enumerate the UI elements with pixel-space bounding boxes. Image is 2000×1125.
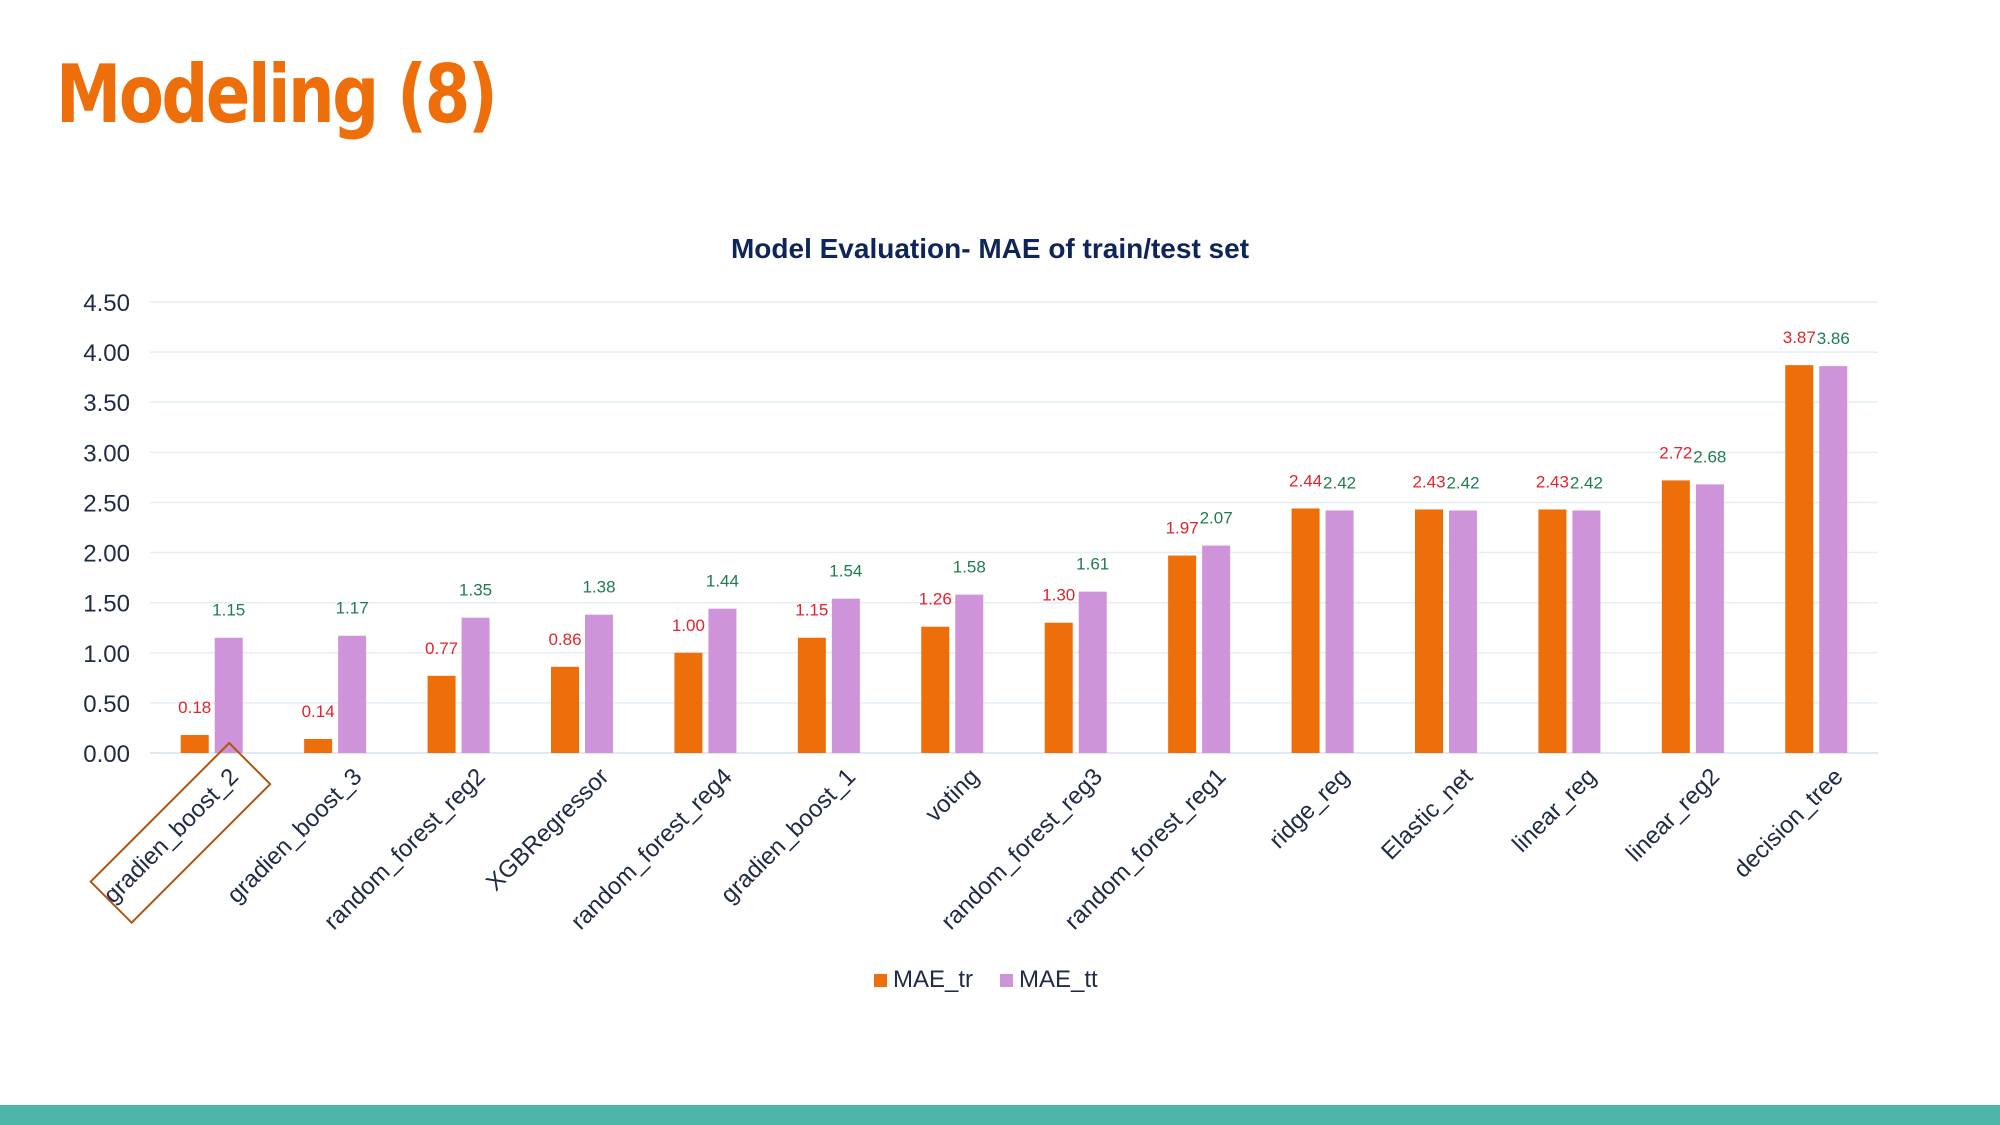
- bar-mae-tr: [551, 666, 579, 753]
- x-axis: gradien_boost_2gradien_boost_3random_for…: [98, 763, 1848, 935]
- y-tick-label: 0.00: [83, 741, 130, 768]
- bar-mae-tr: [1661, 480, 1690, 753]
- data-labels: 0.18 1.15 0.14 1.17 0.77 1.35 0.86 1.38 1.00 1.44…: [178, 328, 1850, 721]
- data-label: 0.77: [425, 639, 458, 658]
- bar-mae-tr: [427, 675, 456, 753]
- bar-mae-tt: [1819, 366, 1848, 753]
- bar-mae-tt: [831, 598, 860, 753]
- data-label: 2.43: [1536, 472, 1569, 491]
- bar-mae-tt: [585, 614, 613, 753]
- bar-mae-tt: [1695, 484, 1724, 753]
- bar-mae-tt: [1572, 510, 1601, 753]
- gridlines: [150, 301, 1878, 754]
- data-label: 1.15: [795, 601, 828, 620]
- bar-mae-tr: [674, 652, 703, 753]
- legend-swatch-mae-tr: [874, 974, 887, 987]
- bar-mae-tr: [180, 734, 209, 753]
- bar-mae-tt: [338, 635, 367, 753]
- data-label: 2.42: [1570, 473, 1603, 492]
- bar-mae-tt: [1078, 591, 1107, 753]
- y-tick-label: 0.50: [83, 691, 130, 718]
- bar-mae-tr: [1785, 365, 1814, 753]
- data-label: 1.58: [953, 558, 986, 577]
- data-label: 1.61: [1076, 555, 1109, 574]
- data-label: 0.18: [178, 698, 211, 717]
- chart-title: Model Evaluation- MAE of train/test set: [731, 233, 1249, 264]
- data-label: 2.07: [1200, 509, 1233, 528]
- bar-mae-tr: [1291, 508, 1320, 753]
- legend-label: MAE_tr: [893, 966, 973, 993]
- bars: [180, 365, 1848, 753]
- y-tick-label: 1.00: [83, 641, 130, 668]
- data-label: 1.54: [829, 562, 862, 581]
- bar-mae-tt: [214, 637, 243, 753]
- bar-mae-tt: [708, 608, 737, 753]
- x-tick-label: voting: [920, 763, 984, 827]
- data-label: 3.86: [1817, 329, 1850, 348]
- y-tick-label: 4.00: [83, 340, 130, 367]
- x-tick-label: Elastic_net: [1376, 763, 1478, 865]
- x-tick-label: gradien_boost_2: [98, 763, 244, 909]
- data-label: 1.44: [706, 572, 739, 591]
- data-label: 1.00: [672, 616, 705, 635]
- bar-mae-tt: [461, 617, 490, 753]
- data-label: 1.17: [336, 599, 369, 618]
- highlight-box: [89, 741, 272, 925]
- y-tick-label: 1.50: [83, 591, 130, 618]
- bar-mae-tr: [1044, 622, 1073, 753]
- bar-mae-tr: [1538, 509, 1567, 753]
- highlight: [89, 741, 272, 925]
- bar-mae-tt: [1449, 510, 1477, 753]
- legend-label: MAE_tt: [1019, 966, 1098, 993]
- bar-mae-tr: [1168, 555, 1197, 753]
- data-label: 1.97: [1166, 519, 1199, 538]
- bar-mae-tt: [1202, 545, 1231, 753]
- x-tick-label: decision_tree: [1728, 763, 1848, 883]
- data-label: 1.38: [582, 578, 615, 597]
- x-tick-label: XGBRegressor: [481, 763, 614, 896]
- x-tick-label: ridge_reg: [1264, 763, 1355, 854]
- y-tick-label: 2.50: [83, 490, 130, 517]
- y-tick-label: 2.00: [83, 541, 130, 568]
- legend: MAE_tr MAE_tt: [874, 966, 1098, 993]
- data-label: 2.42: [1446, 473, 1479, 492]
- data-label: 3.87: [1783, 328, 1816, 347]
- data-label: 1.15: [212, 601, 245, 620]
- bar-mae-tr: [921, 626, 950, 753]
- data-label: 0.14: [302, 702, 335, 721]
- x-tick-label: gradien_boost_1: [716, 763, 862, 909]
- bar-mae-tr: [304, 738, 333, 753]
- bar-mae-tr: [1415, 509, 1443, 753]
- slide-title: Modeling (8): [56, 48, 498, 141]
- x-tick-label: gradien_boost_3: [222, 763, 368, 909]
- bar-mae-tr: [797, 637, 826, 753]
- bar-mae-tt: [1325, 510, 1354, 753]
- footer-bar: [0, 1105, 2000, 1125]
- data-label: 2.68: [1693, 447, 1726, 466]
- data-label: 2.72: [1659, 443, 1692, 462]
- y-tick-label: 3.00: [83, 440, 130, 467]
- y-tick-label: 4.50: [83, 290, 130, 317]
- legend-swatch-mae-tt: [1000, 974, 1013, 987]
- data-label: 0.86: [548, 630, 581, 649]
- x-tick-label: linear_reg2: [1621, 763, 1725, 867]
- data-label: 2.43: [1412, 472, 1445, 491]
- data-label: 1.35: [459, 581, 492, 600]
- data-label: 2.44: [1289, 471, 1322, 490]
- bar-mae-tt: [955, 594, 984, 753]
- y-axis: 0.00 0.50 1.00 1.50 2.00 2.50 3.00 3.50 4.00 4.50: [83, 290, 130, 768]
- data-label: 1.30: [1042, 586, 1075, 605]
- y-tick-label: 3.50: [83, 390, 130, 417]
- x-tick-label: linear_reg: [1507, 763, 1602, 858]
- data-label: 1.26: [919, 590, 952, 609]
- data-label: 2.42: [1323, 473, 1356, 492]
